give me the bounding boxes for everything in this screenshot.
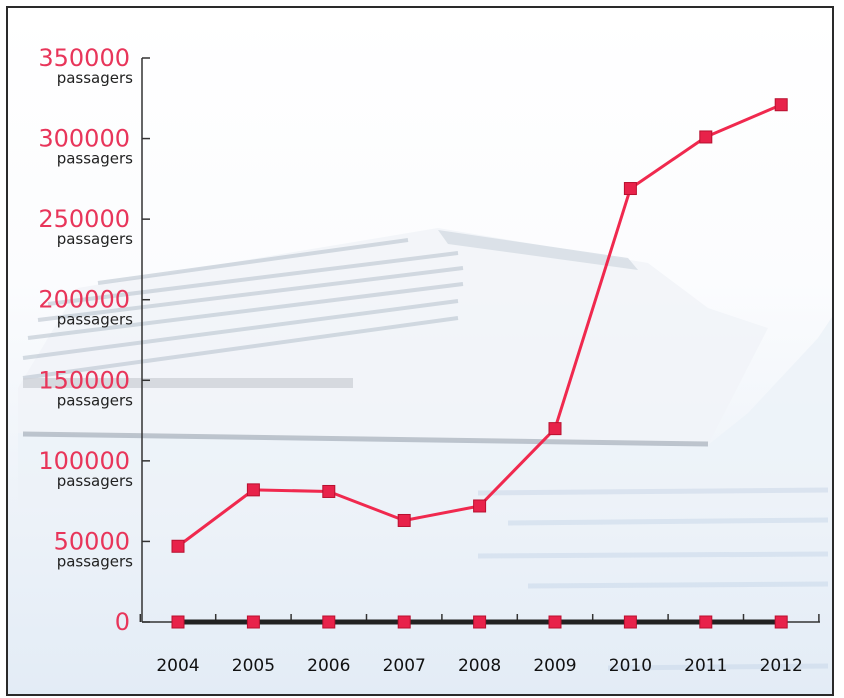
data-point (322, 615, 336, 629)
data-point (774, 615, 788, 629)
y-tick-unit: passagers (57, 150, 133, 168)
data-point (548, 422, 562, 436)
y-tick-unit: passagers (57, 230, 133, 248)
data-point (699, 615, 713, 629)
x-tick-label: 2005 (232, 656, 275, 676)
series-layer (171, 98, 788, 629)
x-tick-label: 2008 (458, 656, 501, 676)
y-tick-labels: 050000passagers100000passagers150000pass… (38, 44, 133, 636)
data-point (623, 182, 637, 196)
data-point (699, 130, 713, 144)
y-tick-label: 0 (115, 608, 130, 636)
x-tick-label: 2009 (533, 656, 576, 676)
y-tick-label: 200000 (38, 286, 130, 314)
data-point (623, 615, 637, 629)
y-tick-unit: passagers (57, 552, 133, 570)
x-tick-label: 2004 (156, 656, 199, 676)
data-point (473, 615, 487, 629)
y-tick-label: 50000 (54, 527, 130, 555)
data-point (397, 513, 411, 527)
x-tick-label: 2007 (383, 656, 426, 676)
y-tick-unit: passagers (57, 311, 133, 329)
data-point (322, 484, 336, 498)
data-point (548, 615, 562, 629)
y-tick-unit: passagers (57, 69, 133, 87)
x-tick-label: 2006 (307, 656, 350, 676)
line-chart: 050000passagers100000passagers150000pass… (18, 44, 832, 676)
chart-frame: 0 50000 passagers 100000 passagers 150000 pass… (6, 6, 834, 696)
y-tick-unit: passagers (57, 472, 133, 490)
y-tick-label: 300000 (38, 125, 130, 153)
x-tick-label: 2010 (609, 656, 652, 676)
x-tick-labels: 2004 2005 2006 2007 2008 2009 2010 2011 2012 (156, 656, 802, 676)
data-point (397, 615, 411, 629)
y-tick-label: 150000 (38, 366, 130, 394)
x-tick-label: 2012 (760, 656, 803, 676)
data-point (171, 539, 185, 553)
y-tick-label: 100000 (38, 447, 130, 475)
data-point (473, 499, 487, 513)
data-point (171, 615, 185, 629)
data-point (246, 615, 260, 629)
y-tick-label: 250000 (38, 205, 130, 233)
x-tick-label: 2011 (684, 656, 727, 676)
data-point (246, 483, 260, 497)
cruise-ship-background (18, 228, 832, 671)
data-point (774, 98, 788, 112)
y-tick-unit: passagers (57, 391, 133, 409)
y-tick-label: 350000 (38, 44, 130, 72)
